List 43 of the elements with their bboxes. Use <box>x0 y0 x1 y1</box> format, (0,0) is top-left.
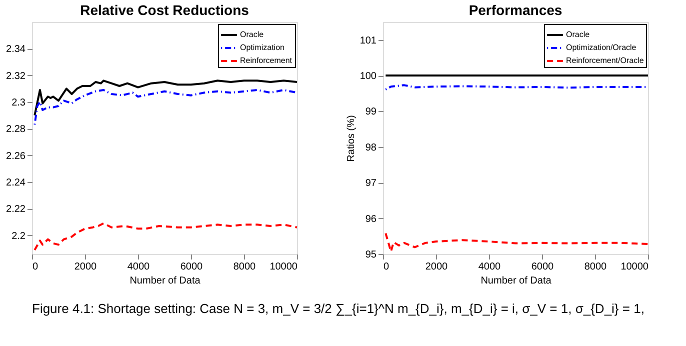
chart-title: Relative Cost Reductions <box>80 2 250 18</box>
x-tick-label: 10000 <box>270 262 298 272</box>
y-tick-label: 101 <box>360 35 377 46</box>
legend-label: Reinforcement <box>240 56 293 65</box>
y-tick-label: 2.34 <box>6 44 26 56</box>
legend-label: Oracle <box>566 30 590 39</box>
y-tick-label: 100 <box>360 71 377 82</box>
x-tick-label: 0 <box>32 262 38 272</box>
x-tick-label: 4000 <box>127 262 150 272</box>
y-tick-label: 2.22 <box>6 204 26 216</box>
legend-label: Reinforcement/Oracle <box>566 56 644 65</box>
line-series <box>34 89 298 126</box>
x-tick-label: 10000 <box>620 262 649 272</box>
x-axis-title: Number of Data <box>480 276 552 286</box>
y-tick-label: 2.32 <box>6 70 26 82</box>
y-axis-title: Ratios (%) <box>346 115 357 162</box>
y-tick-label: 2.28 <box>6 124 26 136</box>
y-tick-label: 95 <box>365 250 377 260</box>
x-axis-title: Number of Data <box>130 276 201 286</box>
x-tick-label: 4000 <box>478 262 502 272</box>
legend-label: Oracle <box>240 30 264 39</box>
y-tick-label: 2.3 <box>12 98 26 108</box>
x-tick-label: 2000 <box>74 262 98 272</box>
y-tick-label: 99 <box>365 106 377 118</box>
chart-title: Performances <box>468 2 562 18</box>
y-tick-label: 2.24 <box>6 178 26 188</box>
x-tick-label: 6000 <box>531 262 554 272</box>
caption: Figure 4.1: Shortage setting: Case N = 3, m_V = 3/2 ∑_{i=1}^N m_{D_i}, m_{D_i} = i, σ_V = 1, σ_{D_i} = 1, <box>32 301 644 316</box>
x-tick-label: 0 <box>384 262 390 272</box>
y-tick-label: 98 <box>365 142 377 154</box>
x-tick-label: 8000 <box>233 262 256 272</box>
line-series <box>34 80 298 116</box>
legend-label: Optimization/Oracle <box>566 43 637 52</box>
line-series <box>384 232 649 252</box>
y-tick-label: 96 <box>365 214 377 225</box>
y-tick-label: 97 <box>365 178 377 190</box>
x-tick-label: 6000 <box>180 262 204 272</box>
legend-label: Optimization <box>240 43 284 52</box>
y-tick-label: 2.26 <box>6 150 26 162</box>
x-tick-label: 2000 <box>425 262 448 272</box>
x-tick-label: 8000 <box>584 262 608 272</box>
y-tick-label: 2.2 <box>12 230 26 242</box>
line-series <box>34 222 298 251</box>
